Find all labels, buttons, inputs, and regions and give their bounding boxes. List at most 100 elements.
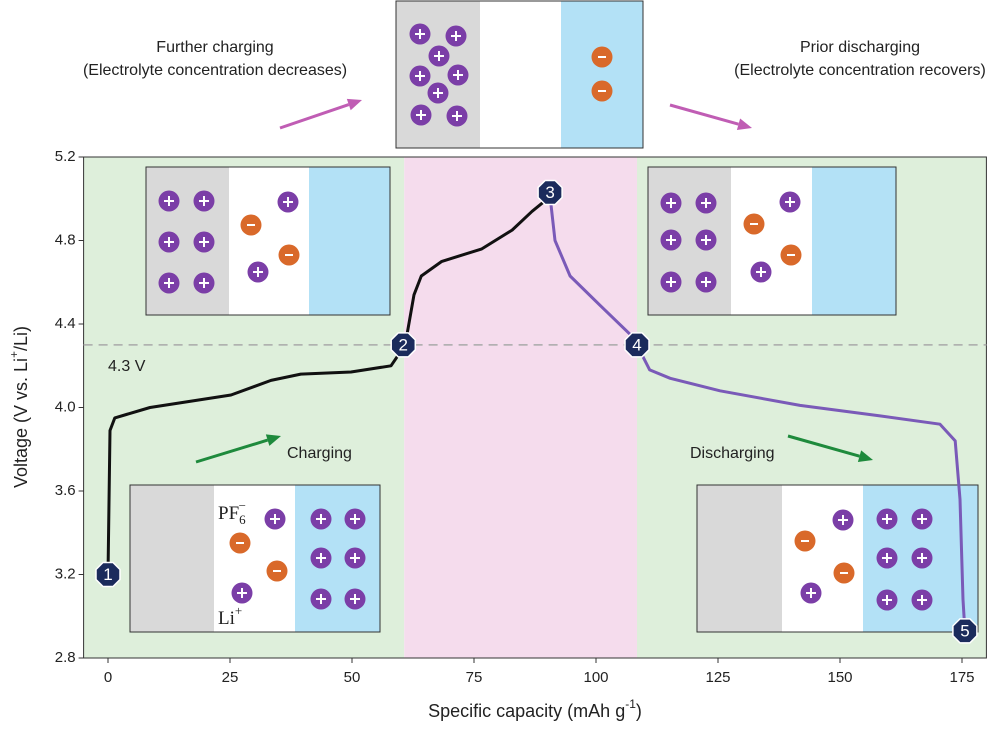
plus: [666, 198, 676, 208]
curve: [106, 195, 552, 575]
state-marker: [952, 618, 978, 644]
state-marker: [390, 332, 417, 358]
plus: [882, 595, 892, 605]
arrow-shaft: [279, 103, 350, 130]
inset-frame: [145, 166, 391, 316]
y-label-sup: +: [7, 351, 21, 358]
plus: [838, 515, 848, 525]
y-tick-label: 5.2: [55, 148, 76, 165]
x-tick-label: 100: [583, 669, 608, 686]
y-tick-label: 3.2: [55, 565, 76, 582]
state-label: 5: [960, 621, 969, 640]
inset-frame: [395, 0, 644, 149]
arrow-head: [265, 434, 281, 446]
plus: [316, 594, 326, 604]
inset-frame: [647, 166, 897, 316]
plus: [237, 588, 247, 598]
electrode-blue: [812, 167, 896, 315]
plus: [785, 197, 795, 207]
electrode-gray: [146, 167, 229, 315]
curve: [548, 196, 967, 631]
plus: [452, 111, 462, 121]
plus: [316, 553, 326, 563]
plus: [164, 237, 174, 247]
plus: [701, 277, 711, 287]
annotation: Charging: [287, 445, 352, 462]
y-label-part: Voltage (V vs. Li: [11, 358, 31, 488]
state-marker: [624, 332, 650, 358]
plus: [316, 514, 326, 524]
plus: [164, 278, 174, 288]
region: [404, 157, 637, 658]
y-tick-label: 4.8: [55, 231, 76, 248]
inset-frame: [696, 484, 979, 633]
plus: [199, 237, 209, 247]
plus: [701, 198, 711, 208]
plus: [882, 553, 892, 563]
arrow-head: [346, 98, 362, 111]
plus: [350, 514, 360, 524]
arrow-head: [857, 450, 873, 462]
plus: [253, 267, 263, 277]
electrolyte: [214, 485, 295, 632]
x-tick-label: 25: [222, 669, 239, 686]
y-label-part: /Li): [11, 326, 31, 351]
electrolyte: [782, 485, 863, 632]
x-tick-label: 0: [104, 669, 112, 686]
x-label-part: Specific capacity (mAh g: [428, 701, 625, 721]
electrolyte: [480, 1, 561, 148]
x-axis-label: Specific capacity (mAh g-1): [428, 697, 642, 721]
ion-sup: −: [239, 498, 246, 513]
plus: [453, 70, 463, 80]
electrode-blue: [561, 1, 643, 148]
plus: [415, 29, 425, 39]
plus: [199, 196, 209, 206]
plus: [701, 235, 711, 245]
cation-label: Li+: [218, 603, 242, 629]
electrode-gray: [697, 485, 782, 632]
plus: [415, 71, 425, 81]
state-marker: [537, 179, 563, 206]
plus: [917, 514, 927, 524]
plus: [283, 197, 293, 207]
electrolyte: [731, 167, 812, 315]
y-tick-label: 2.8: [55, 649, 76, 666]
plus: [917, 595, 927, 605]
plus: [416, 110, 426, 120]
ion-text: Li: [218, 608, 235, 629]
x-tick-label: 75: [466, 669, 483, 686]
arrow-shaft: [669, 103, 739, 126]
annotation: (Electrolyte concentration decreases): [83, 62, 347, 79]
anion-label: PF6−: [218, 498, 246, 527]
state-label: 1: [103, 565, 112, 584]
electrode-blue: [295, 485, 380, 632]
ion-sub: 6: [239, 512, 246, 527]
x-tick-label: 125: [705, 669, 730, 686]
state-marker: [95, 561, 121, 588]
plus: [917, 553, 927, 563]
annotation: Prior discharging: [800, 39, 920, 56]
x-label-sup: -1: [625, 697, 636, 711]
plus: [350, 553, 360, 563]
annotation: Discharging: [690, 445, 774, 462]
plus: [756, 267, 766, 277]
annotation: Further charging: [156, 39, 273, 56]
x-tick-label: 150: [827, 669, 852, 686]
layout: [129, 0, 979, 633]
arrow-head: [736, 118, 752, 130]
plus: [433, 88, 443, 98]
inset-frame: [129, 484, 381, 633]
y-axis-label: Voltage (V vs. Li+/Li): [7, 326, 31, 488]
plus: [434, 51, 444, 61]
electrolyte: [229, 167, 309, 315]
y-tick-label: 4.0: [55, 398, 76, 415]
plus: [806, 588, 816, 598]
plus: [199, 278, 209, 288]
y-tick-label: 3.6: [55, 482, 76, 499]
plus: [882, 514, 892, 524]
y-tick-label: 4.4: [55, 315, 76, 332]
plus: [451, 31, 461, 41]
plus: [666, 277, 676, 287]
ion-sup: +: [235, 603, 242, 618]
x-tick-label: 175: [949, 669, 974, 686]
